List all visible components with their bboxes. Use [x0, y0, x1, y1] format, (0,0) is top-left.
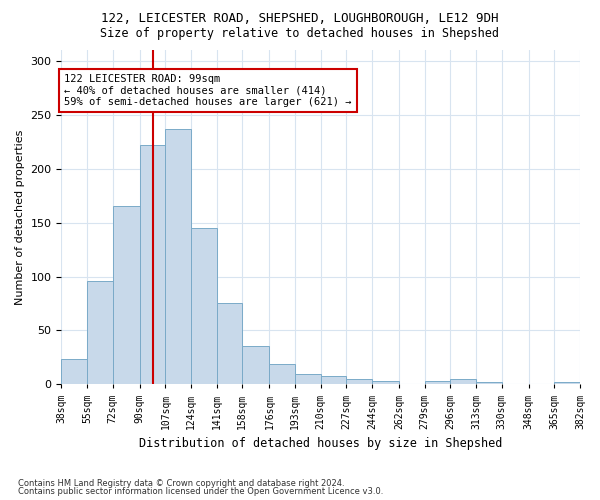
- Bar: [321, 376, 346, 384]
- Bar: [61, 358, 87, 384]
- Bar: [140, 145, 166, 384]
- Bar: [87, 281, 113, 384]
- Text: Size of property relative to detached houses in Shepshed: Size of property relative to detached ho…: [101, 28, 499, 40]
- Text: Contains public sector information licensed under the Open Government Licence v3: Contains public sector information licen…: [18, 487, 383, 496]
- X-axis label: Distribution of detached houses by size in Shepshed: Distribution of detached houses by size …: [139, 437, 502, 450]
- Y-axis label: Number of detached properties: Number of detached properties: [15, 130, 25, 305]
- Bar: [476, 382, 502, 384]
- Bar: [166, 128, 191, 384]
- Bar: [425, 381, 451, 384]
- Bar: [554, 382, 580, 384]
- Bar: [451, 379, 476, 384]
- Bar: [372, 381, 399, 384]
- Bar: [242, 346, 269, 385]
- Bar: [295, 374, 321, 384]
- Text: Contains HM Land Registry data © Crown copyright and database right 2024.: Contains HM Land Registry data © Crown c…: [18, 478, 344, 488]
- Bar: [217, 304, 242, 384]
- Bar: [346, 379, 372, 384]
- Bar: [191, 228, 217, 384]
- Text: 122, LEICESTER ROAD, SHEPSHED, LOUGHBOROUGH, LE12 9DH: 122, LEICESTER ROAD, SHEPSHED, LOUGHBORO…: [101, 12, 499, 26]
- Bar: [269, 364, 295, 384]
- Bar: [113, 206, 140, 384]
- Text: 122 LEICESTER ROAD: 99sqm
← 40% of detached houses are smaller (414)
59% of semi: 122 LEICESTER ROAD: 99sqm ← 40% of detac…: [64, 74, 352, 107]
